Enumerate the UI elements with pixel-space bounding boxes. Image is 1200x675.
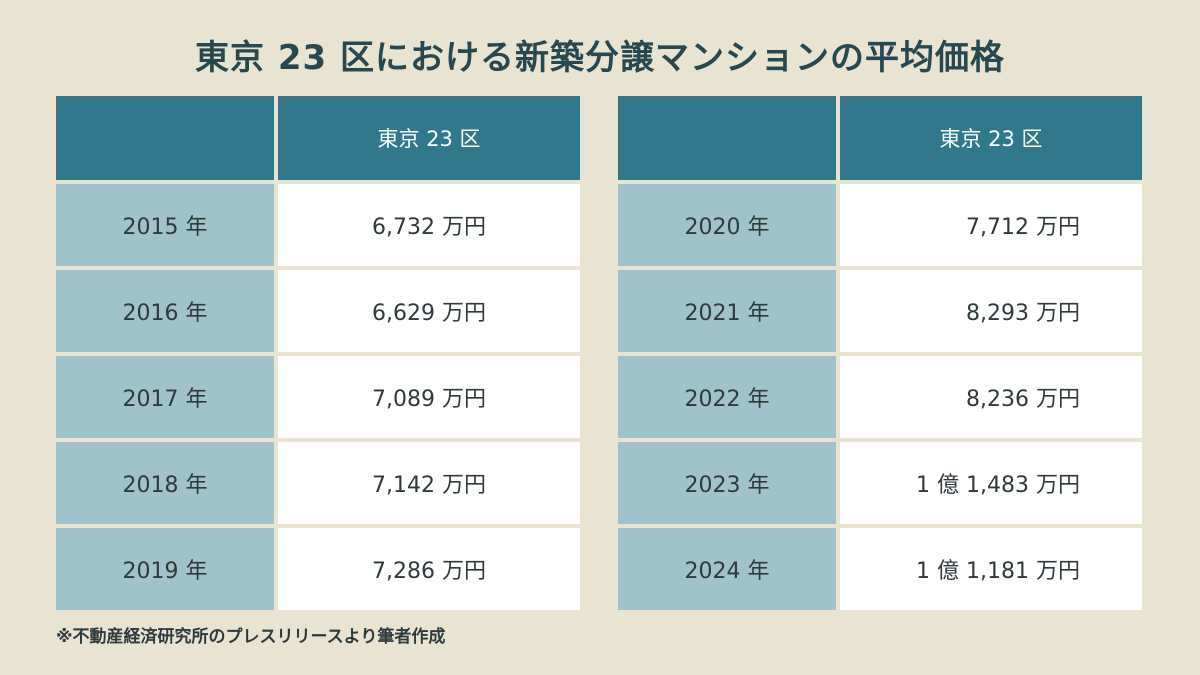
year-cell: 2021 年 (618, 270, 836, 352)
price-cell: 7,712 万円 (840, 184, 1142, 266)
year-cell: 2020 年 (618, 184, 836, 266)
year-cell: 2024 年 (618, 528, 836, 610)
price-table-right: 東京 23 区 2020 年 7,712 万円 2021 年 8,293 万円 … (618, 96, 1142, 610)
price-cell: 7,089 万円 (278, 356, 580, 438)
table-header-corner (56, 96, 274, 180)
year-cell: 2022 年 (618, 356, 836, 438)
price-cell: 7,142 万円 (278, 442, 580, 524)
table-header-corner (618, 96, 836, 180)
price-table-left: 東京 23 区 2015 年 6,732 万円 2016 年 6,629 万円 … (56, 96, 580, 610)
price-cell: 7,286 万円 (278, 528, 580, 610)
year-cell: 2016 年 (56, 270, 274, 352)
table-header-region: 東京 23 区 (278, 96, 580, 180)
price-cell: 6,732 万円 (278, 184, 580, 266)
year-cell: 2015 年 (56, 184, 274, 266)
price-cell: 1 億 1,483 万円 (840, 442, 1142, 524)
source-note: ※不動産経済研究所のプレスリリースより筆者作成 (56, 627, 446, 647)
year-cell: 2017 年 (56, 356, 274, 438)
price-cell: 6,629 万円 (278, 270, 580, 352)
table-header-region: 東京 23 区 (840, 96, 1142, 180)
price-cell: 1 億 1,181 万円 (840, 528, 1142, 610)
price-cell: 8,293 万円 (840, 270, 1142, 352)
page-title: 東京 23 区における新築分譲マンションの平均価格 (195, 38, 1005, 78)
year-cell: 2023 年 (618, 442, 836, 524)
price-cell: 8,236 万円 (840, 356, 1142, 438)
year-cell: 2019 年 (56, 528, 274, 610)
year-cell: 2018 年 (56, 442, 274, 524)
